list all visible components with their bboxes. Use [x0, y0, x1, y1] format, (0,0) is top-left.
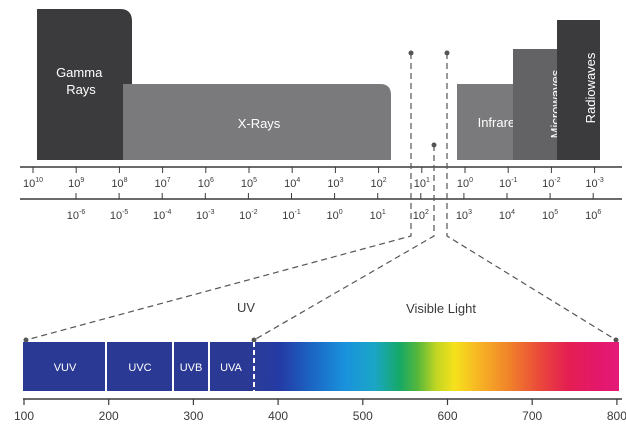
wavelength-tick-label: 10-4 — [153, 209, 172, 222]
visible-gradient — [254, 342, 619, 391]
frequency-tick-label: 102 — [371, 177, 387, 190]
nm-tick-label: 500 — [353, 409, 373, 423]
frequency-tick-label: 10-1 — [499, 177, 518, 190]
frequency-tick-labels: 1010 109 108 107 106 105 104 103 102 101 100 10-1 10… — [23, 167, 604, 190]
frequency-tick-label: 100 — [457, 177, 473, 190]
frequency-tick-label: 107 — [155, 177, 171, 190]
visible-light-label: Visible Light — [406, 301, 476, 316]
radiowaves-label: Radiowaves — [583, 52, 598, 123]
wavelength-tick-labels: 10-6 10-5 10-4 10-3 10-2 10-1 100 101 102 103 104 1… — [67, 193, 601, 222]
connector-left — [25, 53, 412, 341]
frequency-tick-label: 106 — [198, 177, 214, 190]
connector-dot — [23, 337, 29, 343]
radiowaves-block — [557, 20, 600, 160]
wavelength-tick-label: 103 — [456, 209, 472, 222]
nm-axis-ticks: 100 200 300 400 500 600 700 800 — [14, 399, 626, 423]
zoom-connectors — [25, 53, 617, 341]
nm-tick-label: 600 — [437, 409, 457, 423]
wavelength-tick-label: 104 — [499, 209, 515, 222]
wavelength-tick-label: 10-1 — [282, 209, 301, 222]
connector-dot — [408, 50, 414, 56]
nm-tick-label: 300 — [183, 409, 203, 423]
frequency-tick-label: 101 — [414, 177, 430, 190]
gamma-rays-label-line1: Gamma — [56, 65, 103, 80]
frequency-tick-label: 105 — [241, 177, 257, 190]
nm-axis: 100 200 300 400 500 600 700 800 — [14, 398, 626, 423]
connector-dot — [613, 337, 619, 343]
wavelength-tick-label: 10-5 — [110, 209, 129, 222]
uv-band-label-uva: UVA — [220, 362, 242, 374]
frequency-tick-label: 10-2 — [542, 177, 561, 190]
x-rays-block — [123, 84, 391, 160]
frequency-tick-label: 109 — [68, 177, 84, 190]
uv-band-label-vuv: VUV — [54, 362, 77, 374]
connector-dot — [444, 50, 450, 56]
gamma-rays-label: Gamma Rays — [56, 65, 106, 97]
nm-tick-label: 700 — [522, 409, 542, 423]
wavelength-scale: 1010 109 108 107 106 105 104 103 102 101 100 10-1 10… — [20, 166, 622, 222]
uv-block — [23, 342, 255, 391]
wavelength-tick-label: 101 — [370, 209, 386, 222]
connector-dot — [431, 142, 437, 148]
connector-dot — [251, 337, 257, 343]
connector-right — [446, 53, 617, 341]
spectrum-bands: Gamma Rays X-Rays Infrared Microwaves Ra… — [37, 9, 600, 160]
nm-tick-label: 400 — [268, 409, 288, 423]
frequency-tick-label: 108 — [111, 177, 127, 190]
frequency-tick-label: 1010 — [23, 177, 43, 190]
wavelength-tick-label: 102 — [413, 209, 429, 222]
x-rays-label: X-Rays — [238, 116, 281, 131]
wavelength-tick-label: 106 — [585, 209, 601, 222]
nm-tick-label: 200 — [99, 409, 119, 423]
uv-band-label-uvb: UVB — [180, 362, 203, 374]
wavelength-tick-label: 10-6 — [67, 209, 86, 222]
frequency-tick-label: 103 — [327, 177, 343, 190]
wavelength-tick-label: 100 — [327, 209, 343, 222]
connector-middle — [253, 145, 435, 341]
frequency-tick-label: 104 — [284, 177, 300, 190]
uv-band-label-uvc: UVC — [128, 362, 151, 374]
nm-tick-label: 100 — [14, 409, 34, 423]
uv-visible-band: VUV UVC UVB UVA — [23, 342, 619, 391]
connector-dots — [23, 50, 619, 343]
wavelength-tick-label: 10-3 — [196, 209, 215, 222]
gamma-rays-label-line2: Rays — [66, 82, 96, 97]
infrared-label: Infrared — [478, 115, 523, 130]
gamma-rays-block — [37, 9, 132, 160]
wavelength-tick-label: 10-2 — [239, 209, 258, 222]
frequency-tick-label: 10-3 — [585, 177, 604, 190]
uv-region-label: UV — [237, 300, 255, 315]
nm-tick-label: 800 — [607, 409, 626, 423]
wavelength-tick-label: 105 — [542, 209, 558, 222]
